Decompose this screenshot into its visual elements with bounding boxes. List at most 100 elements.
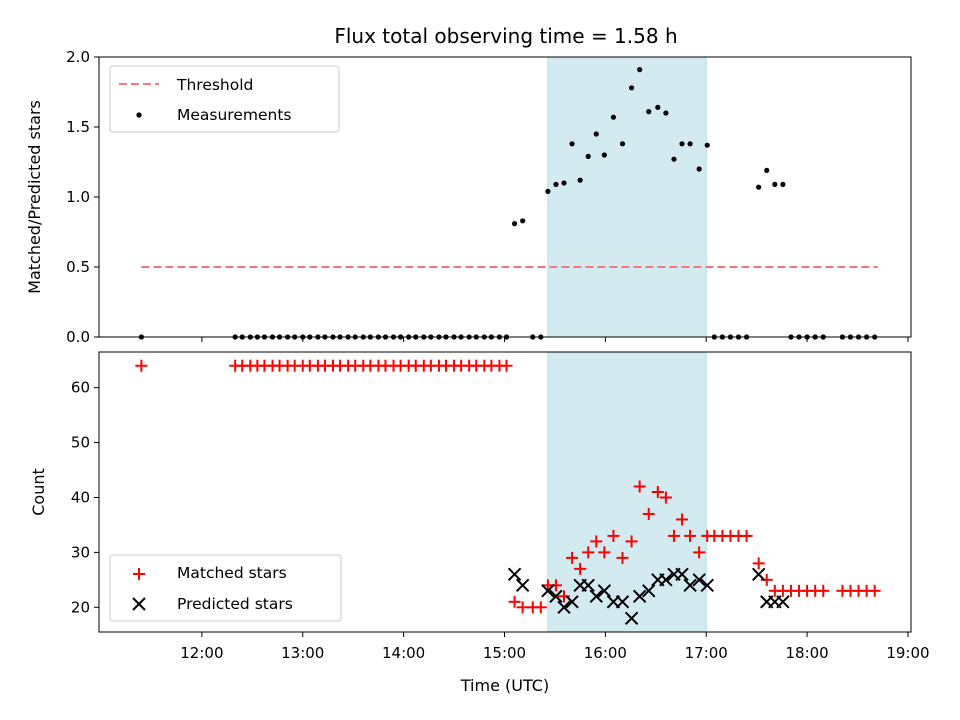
measurement-point	[655, 104, 661, 110]
matched-star-point	[693, 546, 706, 559]
matched-star-point	[651, 486, 664, 498]
x-tick-label: 16:00	[584, 644, 627, 662]
measurement-point	[610, 114, 617, 120]
matched-star-point	[625, 535, 638, 548]
x-tick-label: 14:00	[382, 644, 425, 662]
measurement-point	[585, 153, 591, 159]
measurement-point	[545, 188, 551, 194]
count-panel-frame	[98, 351, 912, 633]
matched-star-point	[607, 529, 620, 542]
matched-star-point	[534, 601, 547, 614]
count-panel: 20 30 40 50 60 12:00 13:00 14:00 15:00 16:00 17:00…	[29, 351, 930, 695]
measurements-legend-label: Measurements	[177, 106, 292, 124]
measurement-point	[663, 110, 669, 116]
measurement-point	[780, 181, 786, 187]
x-tick-label: 19:00	[886, 644, 929, 662]
predicted-star-point	[615, 595, 630, 609]
matched-star-point	[549, 579, 562, 592]
ratio-panel: 0.00.51.01.52.0 Matched/Predicted stars …	[25, 48, 912, 346]
count-legend-box	[109, 554, 342, 622]
threshold-legend-label: Threshold	[176, 76, 253, 94]
ratio-legend: Threshold Measurements	[109, 65, 340, 133]
predicted-star-point	[549, 589, 563, 604]
measurement-point	[671, 156, 677, 162]
count-panel-ylabel: Count	[29, 468, 48, 516]
predicted-star-point	[700, 578, 714, 593]
predicted-star-point	[751, 567, 766, 582]
predicted-star-point	[683, 578, 697, 593]
x-tick-label: 17:00	[685, 644, 728, 662]
matched-star-point	[598, 546, 611, 559]
observing-window-span	[547, 351, 707, 633]
matched-legend-label: Matched stars	[177, 564, 287, 582]
matched-star-point	[508, 595, 521, 608]
y-tick-label: 1.0	[66, 188, 90, 206]
matched-star-point	[516, 601, 529, 614]
matched-star-point	[135, 359, 148, 372]
predicted-star-point	[624, 611, 639, 625]
measurement-point	[687, 141, 693, 147]
matched-star-point	[574, 562, 587, 575]
predicted-star-point	[597, 584, 612, 598]
matched-star-point	[558, 590, 571, 603]
measurement-point	[569, 141, 575, 147]
x-tick-label: 15:00	[483, 644, 526, 662]
predicted-star-point	[589, 589, 603, 604]
measurement-point	[628, 85, 635, 91]
y-tick-label: 2.0	[66, 48, 90, 66]
predicted-legend-label: Predicted stars	[177, 595, 293, 613]
predicted-star-point	[515, 578, 530, 593]
matched-star-point	[752, 557, 765, 570]
matched-star-point	[760, 573, 773, 586]
matched-star-point	[659, 491, 672, 504]
matched-legend-swatch	[133, 568, 145, 580]
count-panel-xlabel: Time (UTC)	[460, 676, 549, 695]
predicted-legend-swatch	[132, 597, 146, 611]
predicted-star-point	[692, 573, 706, 587]
predicted-star-point	[541, 584, 555, 598]
measurement-point	[696, 166, 702, 172]
predicted-star-point	[507, 567, 522, 582]
y-tick-label: 0.5	[66, 258, 90, 276]
measurement-point	[764, 167, 770, 173]
matched-star-point	[590, 535, 603, 548]
matched-star-point	[616, 551, 629, 564]
measurement-point	[577, 177, 583, 183]
matched-star-point	[582, 546, 595, 559]
measurement-point	[637, 67, 643, 73]
chart-title: Flux total observing time = 1.58 h	[334, 24, 677, 48]
ratio-panel-ylabel: Matched/Predicted stars	[25, 100, 44, 294]
matched-star-point	[667, 529, 680, 542]
observing-window-span	[547, 56, 707, 338]
y-tick-label: 50	[71, 434, 90, 452]
matched-star-point	[566, 551, 579, 564]
predicted-star-point	[642, 584, 656, 598]
measurement-point	[619, 141, 626, 147]
x-tick-label: 12:00	[180, 644, 223, 662]
x-tick-label: 18:00	[785, 644, 828, 662]
measurement-point	[520, 218, 526, 224]
predicted-star-point	[581, 578, 595, 593]
measurement-point	[756, 184, 762, 190]
measurement-point	[704, 142, 710, 148]
measurement-point	[511, 221, 518, 227]
matched-star-point	[684, 529, 697, 542]
count-legend: Matched stars Predicted stars	[109, 554, 342, 622]
x-tick-label: 13:00	[281, 644, 324, 662]
matched-star-point	[633, 480, 646, 493]
matched-star-point	[642, 507, 655, 520]
measurement-point	[601, 152, 607, 158]
measurements-legend-swatch	[136, 112, 142, 118]
matched-star-point	[817, 584, 830, 597]
y-tick-label: 60	[71, 379, 90, 397]
y-tick-label: 40	[71, 488, 90, 506]
matched-star-point	[740, 529, 753, 542]
predicted-star-point	[557, 600, 571, 615]
y-tick-label: 20	[71, 598, 90, 616]
measurement-point	[593, 131, 599, 137]
predicted-star-point	[565, 595, 579, 609]
predicted-star-point	[675, 567, 689, 582]
predicted-star-point	[776, 595, 790, 609]
predicted-star-point	[632, 589, 647, 604]
